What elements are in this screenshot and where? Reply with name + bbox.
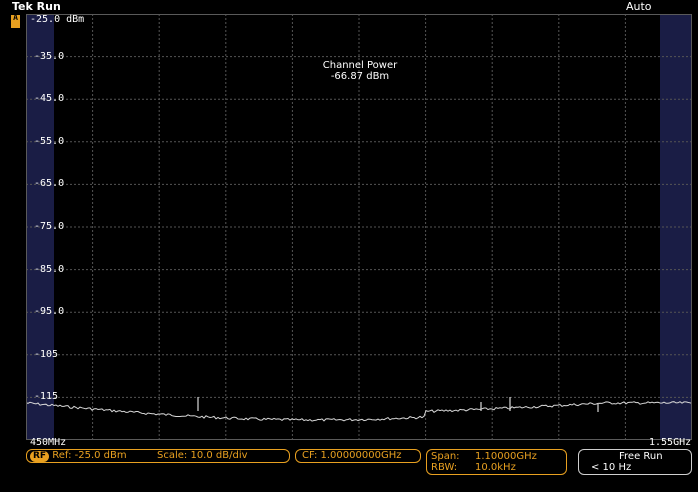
span-rbw-readout[interactable]: Span: 1.10000GHz RBW: 10.0kHz (426, 449, 567, 475)
channel-marker-icon: A (11, 13, 20, 28)
cf-readout[interactable]: CF: 1.00000000GHz (295, 449, 421, 463)
trigger-rate: < 10 Hz (591, 462, 632, 473)
brand-state: Tek Run (12, 0, 61, 13)
top-status-bar: Tek Run Auto (0, 0, 698, 14)
center-frequency: CF: 1.00000000GHz (302, 450, 402, 461)
y-tick-label: -75.0 (34, 221, 65, 232)
channel-power-readout: Channel Power -66.87 dBm (300, 60, 420, 82)
measurement-value: -66.87 dBm (330, 71, 390, 82)
brand-logo: Tek (12, 0, 33, 13)
ref-scale-readout[interactable]: RF Ref: -25.0 dBm Scale: 10.0 dB/div (26, 449, 290, 463)
rbw-value: 10.0kHz (475, 462, 516, 473)
spectrum-trace (26, 401, 692, 422)
rbw-label: RBW: (431, 462, 458, 473)
y-tick-label: -55.0 (34, 135, 65, 147)
span-label: Span: (431, 451, 460, 462)
bottom-status-bar: RF Ref: -25.0 dBm Scale: 10.0 dB/div CF:… (0, 446, 698, 492)
trigger-mode-readout: Free Run (619, 451, 663, 462)
spectrum-plot[interactable] (26, 14, 692, 440)
ref-level-readout: Ref: -25.0 dBm (52, 450, 127, 461)
y-tick-label: -115 (34, 391, 59, 403)
rf-badge-icon: RF (30, 451, 50, 462)
y-tick-label: -85.0 (34, 263, 65, 275)
y-tick-label: -105 (34, 348, 59, 360)
ref-level-label: -25.0 dBm (30, 14, 85, 25)
x-end-label: 1.55GHz (649, 437, 692, 448)
y-tick-label: -35.0 (34, 50, 65, 62)
y-tick-label: -65.0 (34, 178, 65, 190)
span-value: 1.10000GHz (475, 451, 537, 462)
trigger-readout[interactable]: Free Run < 10 Hz (578, 449, 692, 475)
plot-frame (26, 14, 692, 440)
y-tick-label: -45.0 (34, 93, 65, 105)
scale-readout: Scale: 10.0 dB/div (157, 450, 248, 461)
y-tick-label: -95.0 (34, 306, 65, 318)
channel-marker-label: A (13, 13, 18, 22)
trigger-mode: Auto (626, 0, 652, 13)
run-state: Run (36, 0, 61, 13)
x-start-label: 450MHz (30, 437, 67, 448)
measurement-title: Channel Power (322, 60, 398, 71)
